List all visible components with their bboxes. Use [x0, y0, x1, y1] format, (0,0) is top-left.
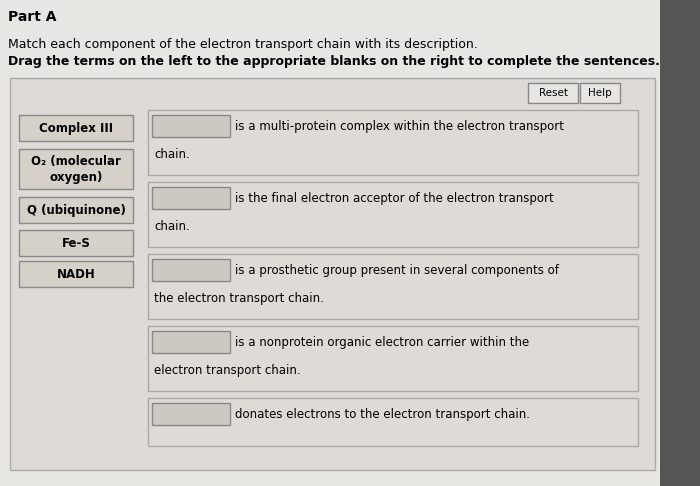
FancyBboxPatch shape — [580, 83, 620, 103]
Text: NADH: NADH — [57, 267, 95, 280]
FancyBboxPatch shape — [152, 403, 230, 425]
FancyBboxPatch shape — [660, 0, 700, 486]
Text: the electron transport chain.: the electron transport chain. — [154, 292, 324, 305]
FancyBboxPatch shape — [10, 78, 655, 470]
FancyBboxPatch shape — [528, 83, 578, 103]
Text: Reset: Reset — [538, 88, 568, 98]
FancyBboxPatch shape — [148, 110, 638, 175]
Text: Part A: Part A — [8, 10, 57, 24]
Text: donates electrons to the electron transport chain.: donates electrons to the electron transp… — [235, 408, 530, 421]
Text: Complex III: Complex III — [39, 122, 113, 135]
FancyBboxPatch shape — [148, 254, 638, 319]
FancyBboxPatch shape — [19, 197, 133, 223]
Text: chain.: chain. — [154, 148, 190, 161]
Text: chain.: chain. — [154, 220, 190, 233]
FancyBboxPatch shape — [152, 115, 230, 137]
FancyBboxPatch shape — [148, 182, 638, 247]
Text: is a nonprotein organic electron carrier within the: is a nonprotein organic electron carrier… — [235, 336, 529, 349]
Text: is the final electron acceptor of the electron transport: is the final electron acceptor of the el… — [235, 192, 554, 205]
FancyBboxPatch shape — [152, 259, 230, 281]
FancyBboxPatch shape — [19, 115, 133, 141]
FancyBboxPatch shape — [19, 230, 133, 256]
FancyBboxPatch shape — [19, 149, 133, 189]
Text: Drag the terms on the left to the appropriate blanks on the right to complete th: Drag the terms on the left to the approp… — [8, 55, 660, 68]
Text: Q (ubiquinone): Q (ubiquinone) — [27, 204, 125, 216]
Text: is a prosthetic group present in several components of: is a prosthetic group present in several… — [235, 264, 559, 277]
Text: O₂ (molecular
oxygen): O₂ (molecular oxygen) — [31, 155, 121, 184]
FancyBboxPatch shape — [152, 187, 230, 209]
Text: Match each component of the electron transport chain with its description.: Match each component of the electron tra… — [8, 38, 477, 51]
Text: is a multi-protein complex within the electron transport: is a multi-protein complex within the el… — [235, 120, 564, 133]
FancyBboxPatch shape — [19, 261, 133, 287]
FancyBboxPatch shape — [148, 398, 638, 446]
Text: electron transport chain.: electron transport chain. — [154, 364, 300, 377]
Text: Fe-S: Fe-S — [62, 237, 90, 249]
FancyBboxPatch shape — [148, 326, 638, 391]
FancyBboxPatch shape — [152, 331, 230, 353]
Text: Help: Help — [588, 88, 612, 98]
